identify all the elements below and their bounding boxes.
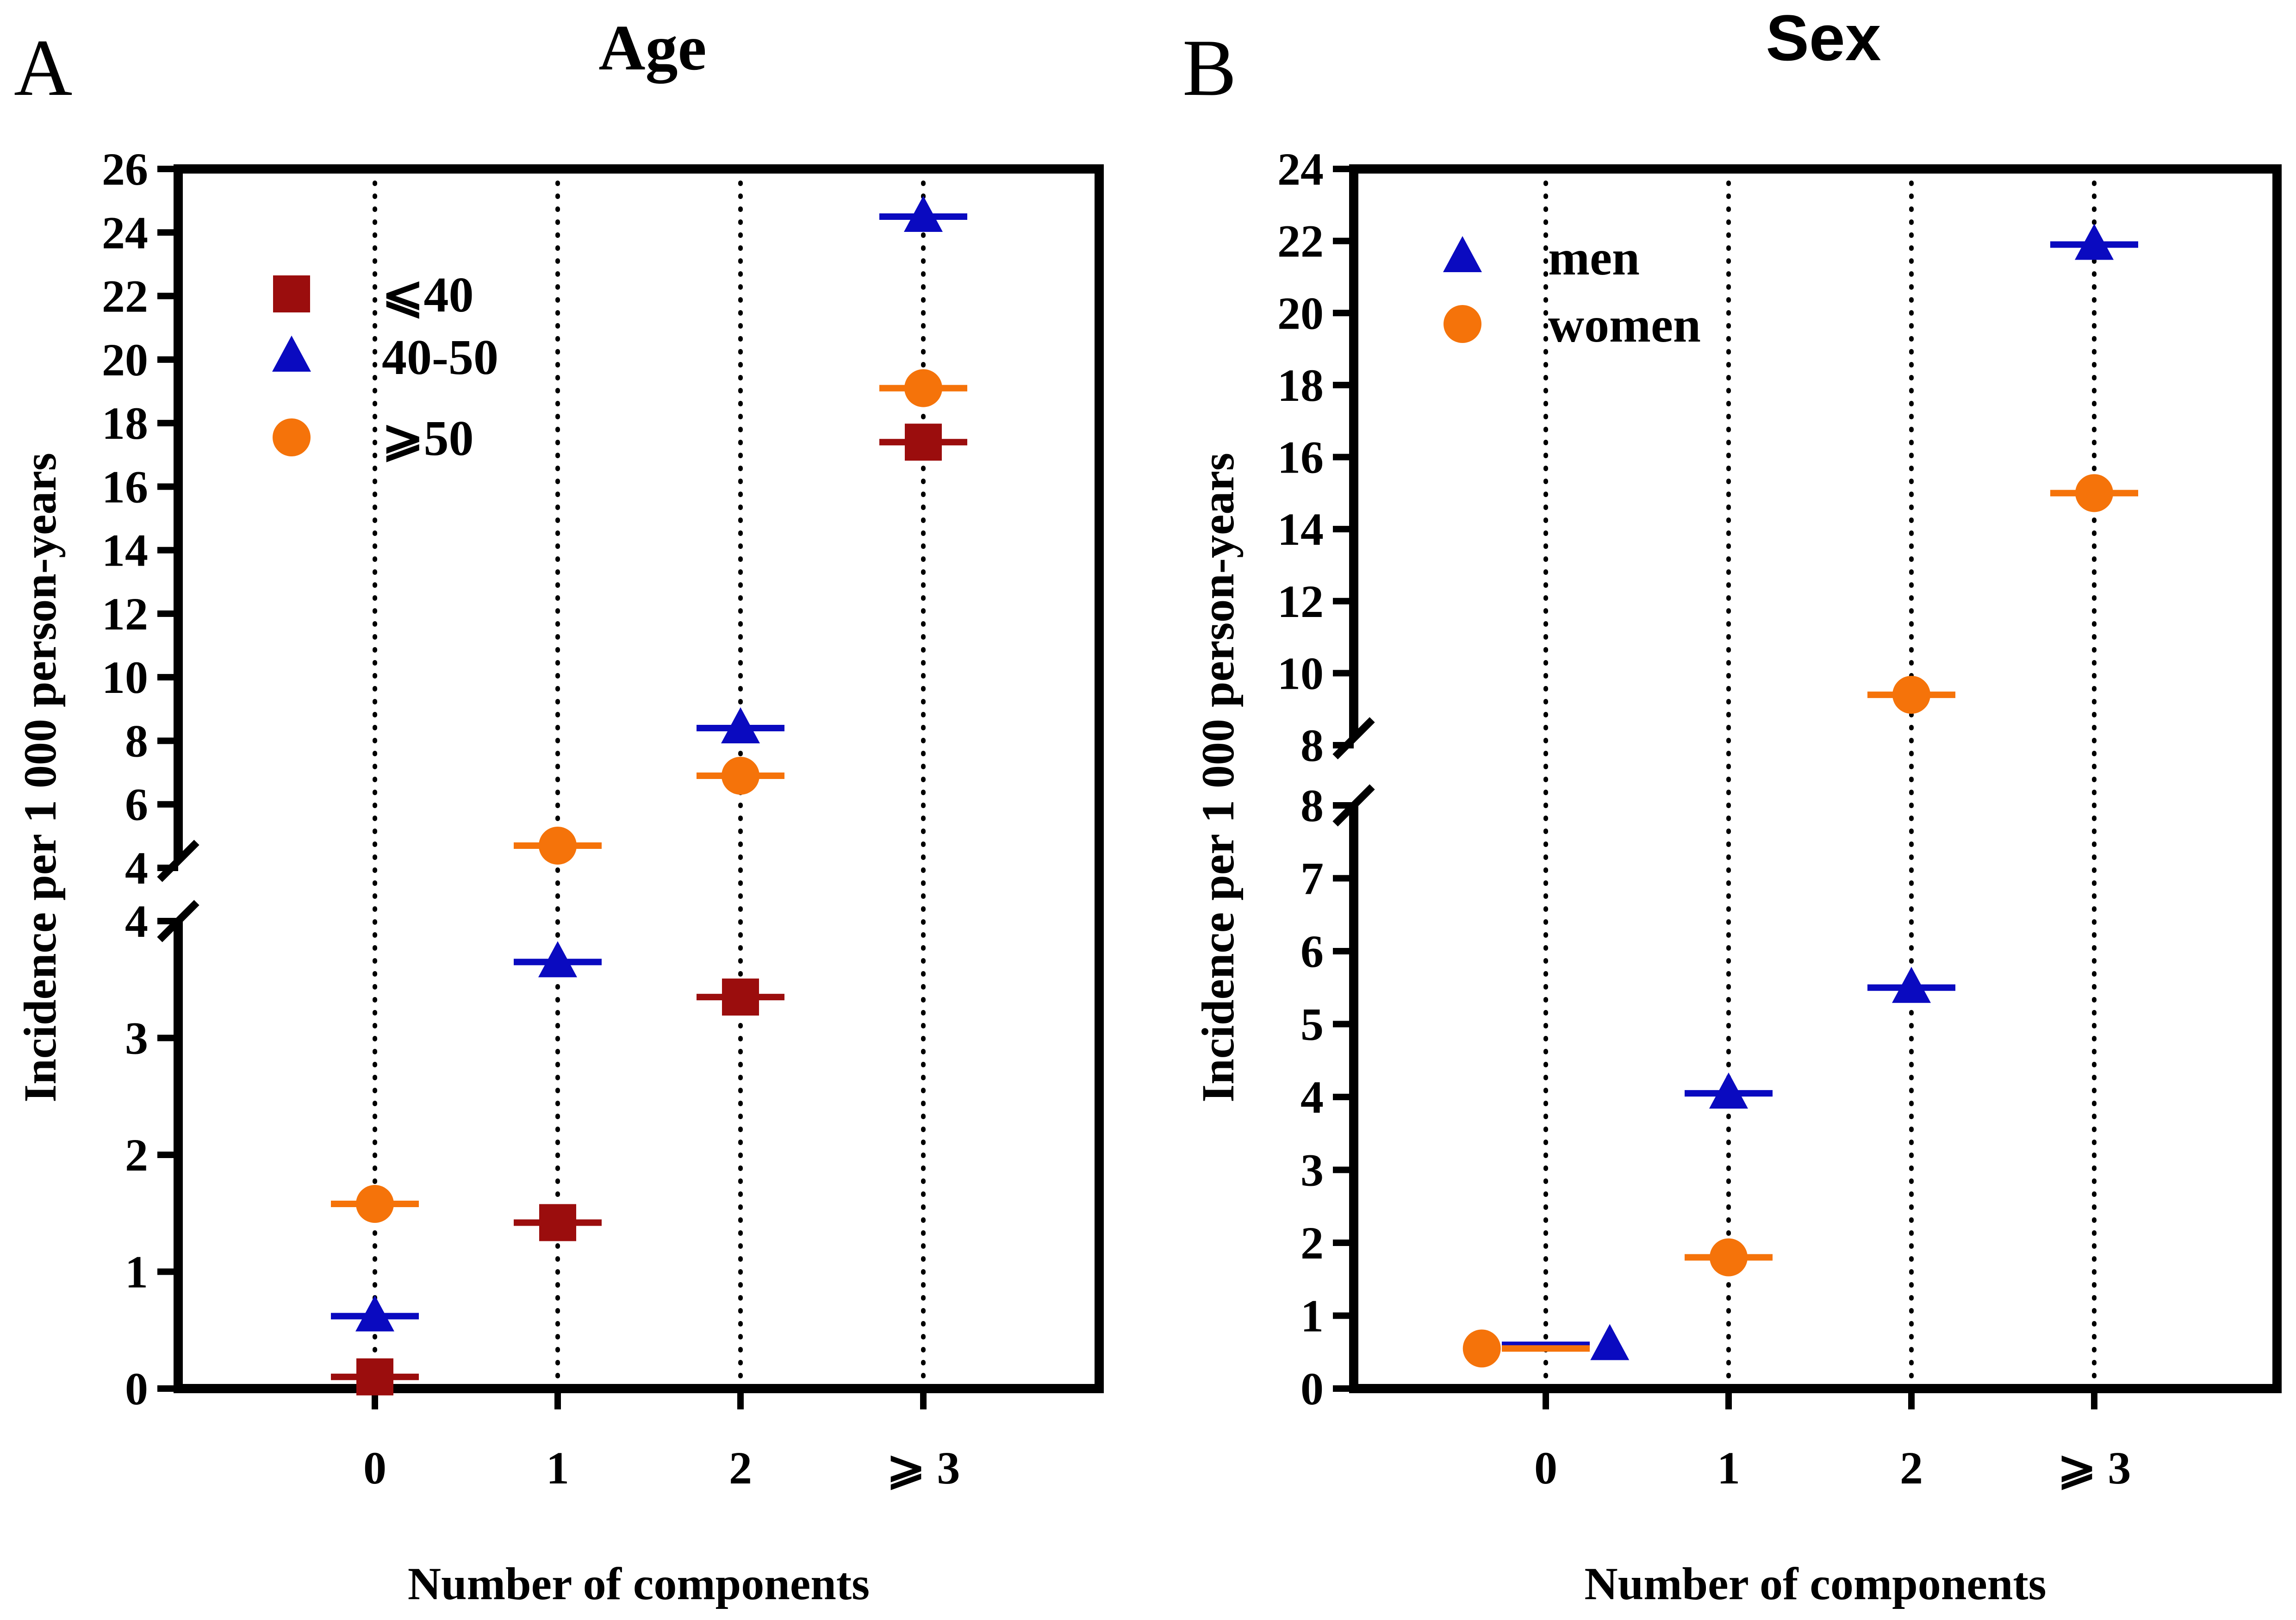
data-point-le40 — [722, 978, 759, 1016]
x-tick-label: 1 — [546, 1442, 569, 1494]
y-tick-label: 3 — [1300, 1145, 1324, 1196]
x-tick-label: 2 — [729, 1442, 752, 1494]
legend-marker-le40 — [273, 275, 310, 312]
y-tick-label: 4 — [125, 842, 148, 894]
y-tick-label: 6 — [1300, 926, 1324, 977]
data-point-40_50 — [355, 1295, 394, 1332]
legend-marker-ge50 — [273, 418, 311, 456]
y-tick-label: 10 — [102, 652, 148, 703]
x-tick-label: ⩾ 3 — [887, 1442, 960, 1494]
legend-marker-men — [1443, 236, 1482, 272]
y-tick-label: 26 — [102, 143, 148, 195]
y-axis-label: Incidence per 1 000 person-years — [14, 453, 66, 1103]
y-tick-label: 8 — [125, 715, 148, 766]
data-point-women — [1892, 676, 1930, 714]
panel-letter: A — [14, 23, 72, 112]
x-tick-label: 1 — [1717, 1442, 1740, 1494]
y-tick-label: 7 — [1300, 853, 1324, 904]
chart-title: Sex — [1766, 1, 1881, 74]
y-tick-label: 20 — [1277, 287, 1324, 339]
y-tick-label: 5 — [1300, 999, 1324, 1050]
y-tick-label: 14 — [1277, 504, 1324, 555]
y-tick-label: 18 — [1277, 360, 1324, 411]
data-point-le40 — [905, 424, 942, 461]
data-point-men — [1892, 966, 1931, 1003]
y-tick-label: 2 — [125, 1129, 148, 1181]
y-tick-label: 4 — [1300, 1072, 1324, 1123]
y-tick-label: 1 — [125, 1246, 148, 1298]
data-point-ge50 — [904, 369, 942, 407]
data-point-40_50 — [904, 195, 943, 232]
y-tick-label: 12 — [1277, 576, 1324, 627]
x-axis-label: Number of components — [408, 1558, 870, 1609]
legend-label-le40: ⩽40 — [382, 268, 474, 323]
panel-letter: B — [1182, 23, 1237, 112]
y-tick-label: 4 — [125, 896, 148, 947]
x-tick-label: 0 — [363, 1442, 386, 1494]
legend-marker-women — [1444, 305, 1481, 343]
x-tick-label: 2 — [1900, 1442, 1923, 1494]
data-point-men — [1590, 1324, 1630, 1360]
x-tick-label: 0 — [1534, 1442, 1557, 1494]
y-tick-label: 18 — [102, 398, 148, 449]
y-tick-label: 0 — [125, 1363, 148, 1414]
data-point-le40 — [539, 1204, 576, 1241]
y-tick-label: 3 — [125, 1013, 148, 1064]
legend-label-40_50: 40-50 — [382, 330, 498, 385]
x-axis-label: Number of components — [1584, 1558, 2046, 1609]
legend-marker-40_50 — [272, 336, 311, 372]
data-point-women — [2075, 474, 2113, 512]
data-point-40_50 — [538, 941, 577, 978]
legend-label-women: women — [1548, 298, 1701, 353]
y-tick-label: 24 — [1277, 143, 1324, 195]
data-point-le40 — [356, 1358, 393, 1396]
y-tick-label: 2 — [1300, 1217, 1324, 1269]
y-tick-label: 1 — [1300, 1290, 1324, 1342]
y-tick-label: 6 — [125, 779, 148, 830]
axis-break-mark — [1332, 717, 1375, 760]
data-point-ge50 — [722, 756, 759, 795]
y-tick-label: 24 — [102, 207, 148, 258]
data-point-ge50 — [356, 1185, 394, 1223]
y-tick-label: 0 — [1300, 1363, 1324, 1414]
y-tick-label: 16 — [102, 461, 148, 512]
legend-label-ge50: ⩾50 — [382, 411, 474, 466]
chart-title: Age — [598, 12, 706, 84]
legend-label-men: men — [1548, 231, 1640, 286]
data-point-men — [2075, 224, 2114, 260]
axis-break-mark — [157, 840, 199, 882]
data-point-40_50 — [721, 707, 760, 743]
y-tick-label: 12 — [102, 588, 148, 640]
y-tick-label: 16 — [1277, 432, 1324, 483]
data-point-ge50 — [539, 826, 577, 865]
x-tick-label: ⩾ 3 — [2058, 1442, 2131, 1494]
y-tick-label: 22 — [102, 271, 148, 322]
y-tick-label: 8 — [1300, 720, 1324, 771]
data-point-women — [1462, 1329, 1501, 1368]
y-tick-label: 14 — [102, 525, 148, 576]
y-tick-label: 20 — [102, 334, 148, 386]
y-axis-label: Incidence per 1 000 person-years — [1192, 453, 1244, 1103]
data-point-men — [1709, 1072, 1748, 1109]
y-tick-label: 10 — [1277, 648, 1324, 699]
data-point-women — [1710, 1238, 1748, 1277]
y-tick-label: 22 — [1277, 216, 1324, 267]
y-tick-label: 8 — [1300, 780, 1324, 831]
